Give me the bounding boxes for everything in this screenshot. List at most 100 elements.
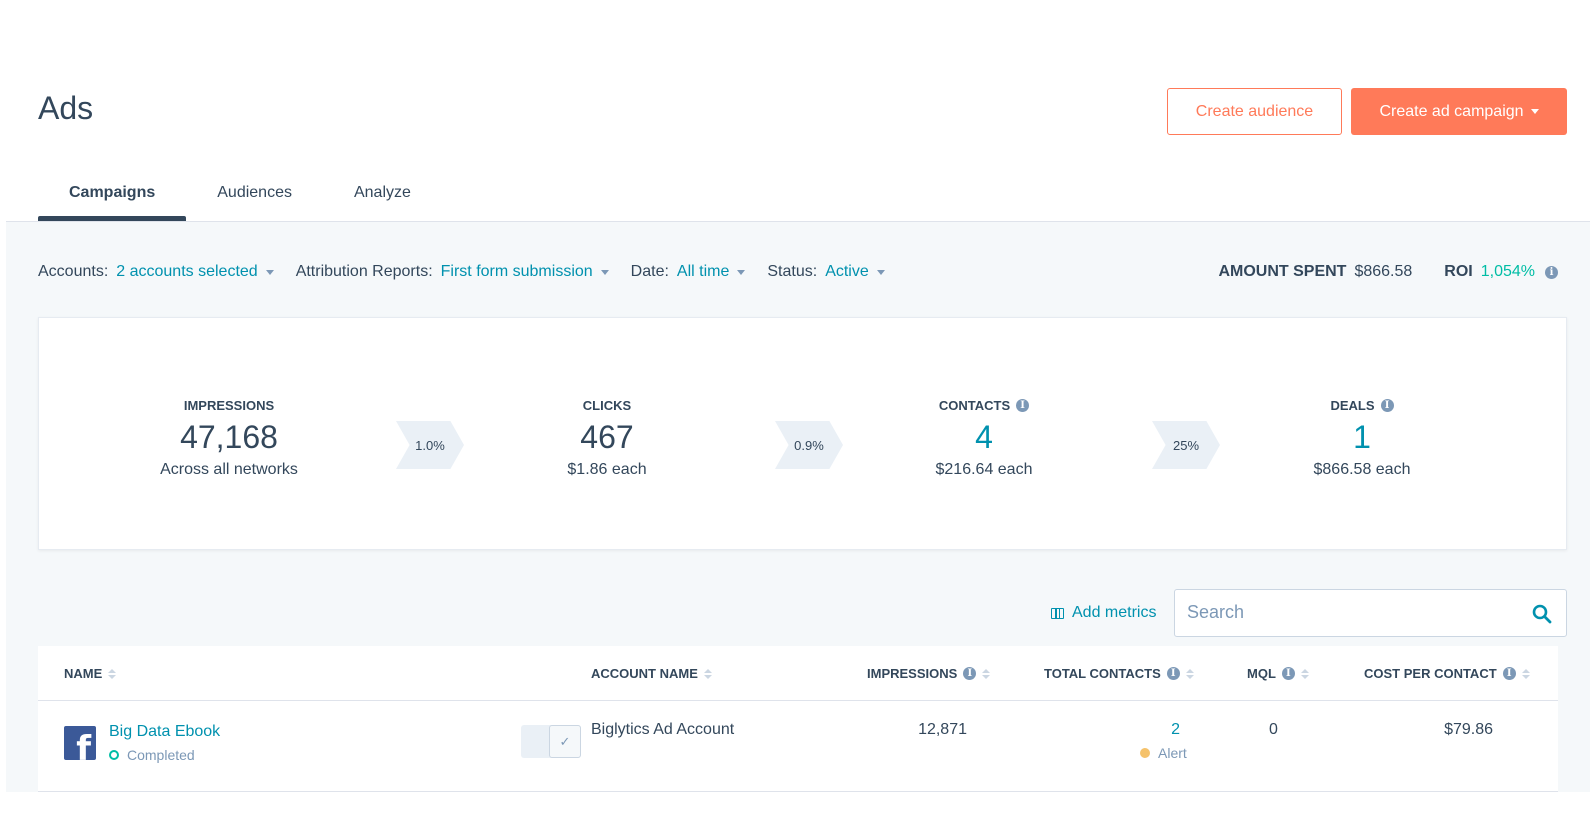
add-metrics-button[interactable]: Add metrics	[1051, 604, 1156, 622]
info-icon[interactable]: i	[1545, 265, 1558, 279]
date-filter-value: All time	[676, 263, 730, 280]
tab-analyze[interactable]: Analyze	[353, 184, 411, 201]
chevron-down-icon	[737, 269, 746, 275]
chevron-down-icon	[265, 269, 274, 275]
sort-icon	[108, 668, 117, 679]
contacts-sub: $216.64 each	[935, 461, 1033, 478]
column-header-label: IMPRESSIONS	[867, 666, 958, 681]
info-icon[interactable]: i	[1380, 399, 1394, 412]
total-contacts-cell: 2	[1044, 721, 1180, 739]
page-title: Ads	[38, 90, 94, 126]
chevron-down-icon	[600, 269, 609, 275]
tab-audiences[interactable]: Audiences	[217, 184, 292, 201]
deals-metric: DEALS i 1 $866.58 each	[1212, 398, 1512, 479]
info-icon[interactable]: i	[1016, 399, 1030, 412]
status-filter-value: Active	[825, 263, 869, 280]
attribution-filter-value: First form submission	[440, 263, 593, 280]
column-header-account[interactable]: ACCOUNT NAME	[591, 666, 712, 681]
roi-label: ROI	[1444, 263, 1473, 280]
cost-per-contact-cell: $79.86	[1444, 721, 1493, 738]
campaign-name-link[interactable]: Big Data Ebook	[109, 723, 221, 740]
sort-icon	[982, 668, 991, 679]
campaign-status: Completed	[109, 747, 195, 763]
status-filter-label: Status:	[767, 263, 818, 280]
clicks-label: CLICKS	[582, 398, 632, 413]
info-icon[interactable]: i	[1502, 667, 1516, 680]
contacts-value[interactable]: 4	[975, 419, 993, 455]
impressions-value: 47,168	[180, 419, 278, 455]
contacts-alert: Alert	[1140, 745, 1187, 761]
contacts-metric: CONTACTS i 4 $216.64 each	[834, 398, 1134, 479]
accounts-filter[interactable]: Accounts: 2 accounts selected	[38, 263, 274, 281]
date-filter-label: Date:	[630, 263, 669, 280]
facebook-icon: f	[64, 726, 96, 760]
create-ad-campaign-label: Create ad campaign	[1379, 102, 1524, 120]
search-input[interactable]	[1187, 602, 1507, 623]
create-ad-campaign-button[interactable]: Create ad campaign	[1351, 88, 1567, 135]
campaign-status-label: Completed	[127, 747, 195, 763]
impressions-label: IMPRESSIONS	[183, 398, 275, 413]
total-contacts-link[interactable]: 2	[1171, 721, 1180, 738]
row-select-toggle[interactable]: ✓	[521, 725, 581, 758]
add-metrics-label: Add metrics	[1072, 604, 1157, 621]
tab-divider	[6, 221, 1590, 222]
filter-bar: Accounts: 2 accounts selected Attributio…	[38, 262, 907, 282]
amount-spent-label: AMOUNT SPENT	[1218, 263, 1347, 280]
contacts-label: CONTACTS	[938, 398, 1011, 413]
clicks-value: 467	[580, 419, 634, 455]
info-icon[interactable]: i	[1166, 667, 1180, 680]
sort-icon	[1300, 668, 1309, 679]
column-header-name[interactable]: NAME	[64, 666, 117, 681]
table-row[interactable]: f Big Data Ebook Completed ✓ Biglytics A…	[38, 702, 1558, 792]
roi-value: 1,054%	[1480, 263, 1535, 280]
columns-icon	[1051, 607, 1064, 619]
column-header-label: ACCOUNT NAME	[591, 666, 698, 681]
date-filter[interactable]: Date: All time	[631, 263, 746, 281]
funnel-card: IMPRESSIONS 47,168 Across all networks 1…	[38, 317, 1567, 550]
clicks-metric: CLICKS 467 $1.86 each	[457, 398, 757, 479]
tab-campaigns[interactable]: Campaigns	[38, 176, 187, 221]
accounts-filter-label: Accounts:	[38, 263, 109, 280]
deals-value[interactable]: 1	[1353, 419, 1371, 455]
info-icon[interactable]: i	[963, 667, 977, 680]
conversion-rate-2: 0.9%	[775, 421, 843, 469]
column-header-label: MQL	[1247, 666, 1276, 681]
sort-icon	[703, 668, 712, 679]
info-icon[interactable]: i	[1281, 667, 1295, 680]
status-filter[interactable]: Status: Active	[767, 263, 885, 281]
search-box	[1174, 589, 1567, 637]
check-icon: ✓	[549, 725, 581, 758]
deals-label: DEALS	[1330, 398, 1375, 413]
mql-cell: 0	[1269, 721, 1278, 738]
column-header-total-contacts[interactable]: TOTAL CONTACTS i	[1044, 666, 1194, 681]
column-header-impressions[interactable]: IMPRESSIONS i	[867, 666, 991, 681]
impressions-metric: IMPRESSIONS 47,168 Across all networks	[79, 398, 379, 479]
sort-icon	[1185, 668, 1194, 679]
column-header-mql[interactable]: MQL i	[1247, 666, 1309, 681]
chevron-down-icon	[1530, 109, 1539, 114]
attribution-filter[interactable]: Attribution Reports: First form submissi…	[296, 263, 609, 281]
attribution-filter-label: Attribution Reports:	[295, 263, 433, 280]
chevron-down-icon	[876, 269, 885, 275]
impressions-cell: 12,871	[918, 721, 967, 738]
conversion-rate-3: 25%	[1152, 421, 1220, 469]
conversion-rate-1: 1.0%	[396, 421, 464, 469]
search-icon[interactable]	[1532, 604, 1552, 624]
status-ring-icon	[109, 750, 119, 760]
sort-icon	[1521, 668, 1530, 679]
amount-spent-value: $866.58	[1354, 263, 1413, 280]
table-header: NAME ACCOUNT NAME IMPRESSIONS i TOTAL CO…	[38, 646, 1558, 701]
contacts-alert-label: Alert	[1158, 745, 1187, 761]
column-header-label: COST PER CONTACT	[1364, 666, 1497, 681]
create-audience-button[interactable]: Create audience	[1167, 88, 1342, 135]
spend-summary: AMOUNT SPENT $866.58 ROI 1,054% i	[1218, 262, 1558, 282]
column-header-label: NAME	[64, 666, 103, 681]
column-header-label: TOTAL CONTACTS	[1044, 666, 1161, 681]
deals-sub: $866.58 each	[1313, 461, 1411, 478]
clicks-sub: $1.86 each	[567, 461, 647, 478]
campaigns-table: NAME ACCOUNT NAME IMPRESSIONS i TOTAL CO…	[38, 646, 1558, 792]
accounts-filter-value: 2 accounts selected	[116, 263, 258, 280]
tab-bar: Campaigns Audiences Analyze	[38, 176, 442, 221]
column-header-cost-per-contact[interactable]: COST PER CONTACT i	[1364, 666, 1530, 681]
impressions-sub: Across all networks	[160, 461, 298, 478]
